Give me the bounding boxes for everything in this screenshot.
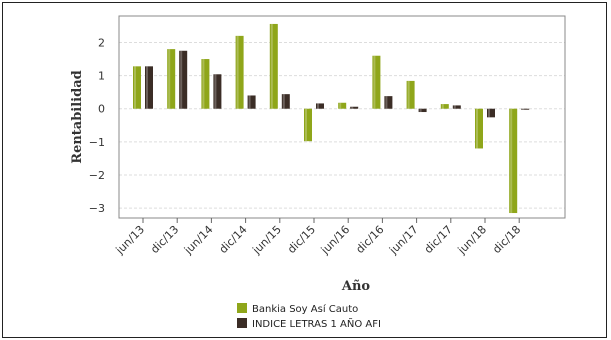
bar-fund <box>304 108 312 142</box>
bar-fund <box>509 108 518 214</box>
bar-highlight <box>134 66 136 109</box>
bar-highlight <box>202 59 205 109</box>
bar-fund <box>167 49 176 109</box>
bar-index <box>247 95 256 109</box>
bar-highlight <box>488 108 490 118</box>
bar-fund <box>338 102 347 109</box>
x-tick-label: dic/13 <box>148 223 181 256</box>
bar-fund <box>475 108 483 149</box>
bar-index <box>316 103 324 109</box>
bar-highlight <box>510 108 513 214</box>
y-tick-label: −2 <box>89 169 105 182</box>
bar-highlight <box>180 50 183 109</box>
bar-highlight <box>351 106 354 109</box>
bar-index <box>418 108 427 113</box>
bar-index <box>145 66 153 109</box>
bar-fund <box>235 35 244 109</box>
legend-label: INDICE LETRAS 1 AÑO AFI <box>252 317 381 330</box>
x-tick-label: jun/14 <box>181 223 215 257</box>
bar-fund <box>201 59 210 109</box>
bar-highlight <box>270 23 273 109</box>
bar-highlight <box>248 95 251 109</box>
bar-index <box>281 94 290 109</box>
x-tick-label: dic/17 <box>422 223 455 256</box>
x-tick-label: dic/16 <box>353 223 386 256</box>
x-tick-label: dic/18 <box>490 223 523 256</box>
chart-frame <box>2 2 607 338</box>
bar-highlight <box>419 108 422 113</box>
bar-fund <box>440 104 449 109</box>
bar-highlight <box>385 96 388 109</box>
x-tick-label: dic/14 <box>217 223 250 256</box>
bar-index <box>350 106 359 109</box>
legend-swatch <box>237 303 247 313</box>
bar-highlight <box>305 108 307 142</box>
bar-highlight <box>373 55 376 109</box>
bar-highlight <box>146 66 148 109</box>
legend-swatch <box>237 318 247 328</box>
y-axis-title: Rentabilidad <box>70 70 85 163</box>
x-tick-label: jun/17 <box>386 223 420 257</box>
bar-highlight <box>168 49 171 109</box>
x-tick-label: jun/15 <box>249 223 283 257</box>
x-axis-title: Año <box>341 279 371 294</box>
bar-highlight <box>236 35 239 109</box>
bar-index <box>487 108 495 118</box>
bar-fund <box>133 66 141 109</box>
bar-highlight <box>453 105 456 109</box>
bar-index <box>179 50 188 109</box>
bar-fund <box>406 80 415 109</box>
bar-highlight <box>522 108 525 110</box>
bar-highlight <box>441 104 444 109</box>
bar-index <box>213 74 222 109</box>
x-tick-label: jun/18 <box>455 223 489 257</box>
plot-area <box>118 15 566 219</box>
bar-highlight <box>317 103 319 109</box>
bar-highlight <box>214 74 217 109</box>
bar-index <box>521 108 530 110</box>
y-tick-label: 1 <box>98 70 105 83</box>
y-tick-label: 2 <box>98 36 105 49</box>
y-tick-label: 0 <box>98 103 105 116</box>
bar-highlight <box>407 80 410 109</box>
bar-index <box>452 105 461 109</box>
bar-fund <box>269 23 278 109</box>
bar-highlight <box>339 102 342 109</box>
x-tick-label: jun/13 <box>113 223 147 257</box>
x-tick-label: dic/15 <box>285 223 318 256</box>
bar-highlight <box>282 94 285 109</box>
legend-label: Bankia Soy Así Cauto <box>252 303 358 315</box>
legend: Bankia Soy Así Cauto INDICE LETRAS 1 AÑO … <box>237 303 381 330</box>
x-tick-label: jun/16 <box>318 223 352 257</box>
y-tick-label: −1 <box>89 136 105 149</box>
bar-highlight <box>476 108 478 149</box>
bar-fund <box>372 55 381 109</box>
bar-index <box>384 96 393 109</box>
y-tick-label: −3 <box>89 202 105 215</box>
